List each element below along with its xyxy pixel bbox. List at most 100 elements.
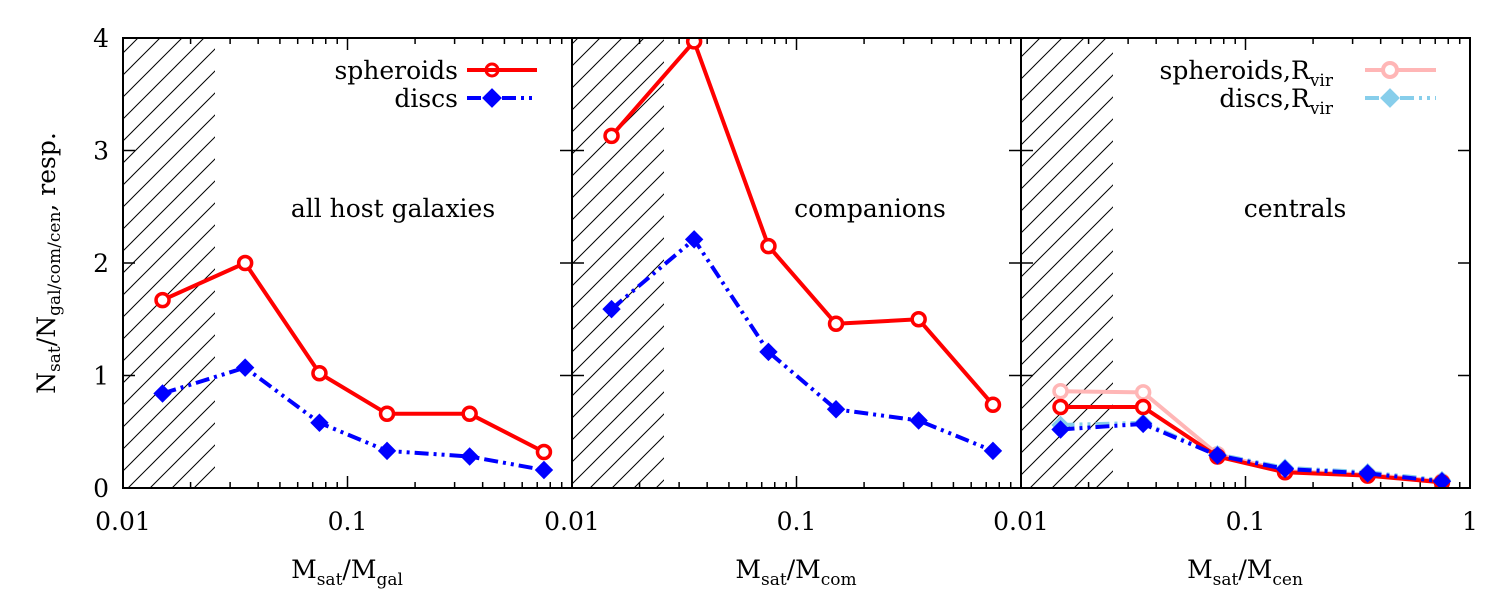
y-axis-title-sep: /N [32,316,61,346]
series-line-1 [1060,420,1443,483]
x-tick-label: 0.1 [328,507,368,536]
data-point [235,358,255,377]
y-tick-label: 0 [93,474,109,503]
legend-entry-spheroids-rvir: spheroids,Rvir [1159,56,1436,91]
data-point [534,460,554,480]
y-tick-label: 2 [93,249,109,278]
data-point [910,311,927,328]
data-point [535,443,553,461]
x-axis-title-sub1: sat [317,570,343,590]
hatched-region [1021,38,1113,488]
hatched-region [123,38,215,488]
data-point [983,441,1003,461]
data-point [684,230,704,249]
data-point [759,342,778,362]
x-axis-title-base: M [735,555,761,584]
svg-text:Nsat/Ngal/com/cen, resp.: Nsat/Ngal/com/cen, resp. [32,132,65,394]
legend-label-spheroids-rvir: spheroids,Rvir [1159,56,1333,91]
data-point [311,365,328,382]
legend: spheroids,Rvir discs,Rvir [1159,56,1436,119]
legend-label-spheroids: spheroids [334,56,458,85]
data-point [236,254,254,272]
panel-label: all host galaxies [291,194,495,223]
data-point [1358,464,1377,483]
data-point [1208,446,1227,465]
legend-marker-spheroids-rvir [1381,61,1399,79]
y-axis-title: Nsat/Ngal/com/cen, resp. [32,132,65,394]
legend-label-discs-rvir-sub: vir [1309,99,1334,119]
data-point [1275,459,1295,479]
plot-area [602,38,1003,461]
series-line-0 [609,39,995,407]
y-tick-label: 1 [93,362,109,391]
series-line-2 [1060,405,1443,485]
x-axis-title: Msat/Mgal [291,555,403,590]
data-point [1052,383,1069,400]
data-point [1051,420,1070,439]
panel-label: centrals [1244,194,1347,223]
series-line-0 [1060,389,1443,484]
y-axis-title-base: N [32,372,61,394]
x-axis-title-sep: /M [787,555,821,584]
x-axis-title: Msat/Mcen [1187,555,1303,590]
legend-entry-discs: discs [394,84,537,113]
data-point [602,299,621,319]
x-tick-label: 0.01 [544,507,600,536]
series-line-1 [161,365,545,472]
series-line-0 [161,261,545,454]
legend-label-discs-rvir: discs,Rvir [1219,84,1333,119]
data-point [460,447,479,466]
data-point [984,396,1002,413]
tick-labels: 0.01 0.1 1 [993,507,1478,536]
plot-frame [1020,37,1471,489]
series-line-1 [610,237,994,453]
legend-label-spheroids-rvir-sub: vir [1309,71,1334,91]
data-point [378,405,396,422]
series-line-3 [1060,421,1443,484]
panel-centrals: 0.01 0.1 1 centrals Msat/Mcen spheroids,Rv… [993,37,1478,590]
panel-label: companions [794,194,946,223]
data-point [603,127,620,145]
x-axis-title: Msat/Mcom [735,555,856,590]
x-axis-title-sub2: gal [376,570,402,590]
plot-area [1051,383,1452,488]
x-axis-title-sub1: sat [1213,570,1239,590]
legend-marker-discs [482,88,502,108]
panel-companions: 0.01 0.1 companions Msat/Mcom [544,37,1022,590]
x-axis-title-sep: /M [1238,555,1272,584]
x-axis-title-sep: /M [342,555,376,584]
y-axis-title-sub1: sat [45,346,65,372]
legend-entry-spheroids: spheroids [334,56,537,85]
plot-area [153,254,554,480]
data-point [461,405,478,422]
data-point [685,38,703,50]
x-axis-title-base: M [1187,555,1213,584]
x-axis-title-base: M [291,555,317,584]
x-axis-title-sub2: com [821,570,857,590]
data-point [154,291,171,309]
legend-entry-discs-rvir: discs,Rvir [1219,84,1436,119]
data-point [1432,472,1452,488]
legend-label-spheroids-rvir-base: spheroids,R [1159,56,1311,85]
x-tick-label: 0.01 [95,507,151,536]
legend-marker-spheroids [484,62,500,78]
tick-labels: 0.01 0.1 [544,507,816,536]
legend-marker-discs-rvir [1380,88,1400,108]
data-point [909,411,928,430]
legend-label-discs: discs [394,84,458,113]
x-axis-title-sub1: sat [761,570,787,590]
data-point [1134,384,1152,401]
x-tick-label: 0.01 [993,507,1049,536]
data-point [310,413,329,432]
panel-all-host-galaxies: 0.01 0.1 0 1 2 3 4 all host galaxies Msat/Mgal… [93,24,573,590]
y-axis-title-tail: , resp. [32,132,61,211]
y-axis-title-sub2: gal/com/cen [45,212,65,316]
legend: spheroids discs [334,56,537,113]
hatched-region [572,38,664,488]
y-tick-label: 4 [93,24,109,53]
x-tick-label: 0.1 [777,507,817,536]
tick-labels: 0.01 0.1 0 1 2 3 4 [93,24,367,536]
data-point [826,400,846,419]
y-tick-label: 3 [93,137,109,166]
